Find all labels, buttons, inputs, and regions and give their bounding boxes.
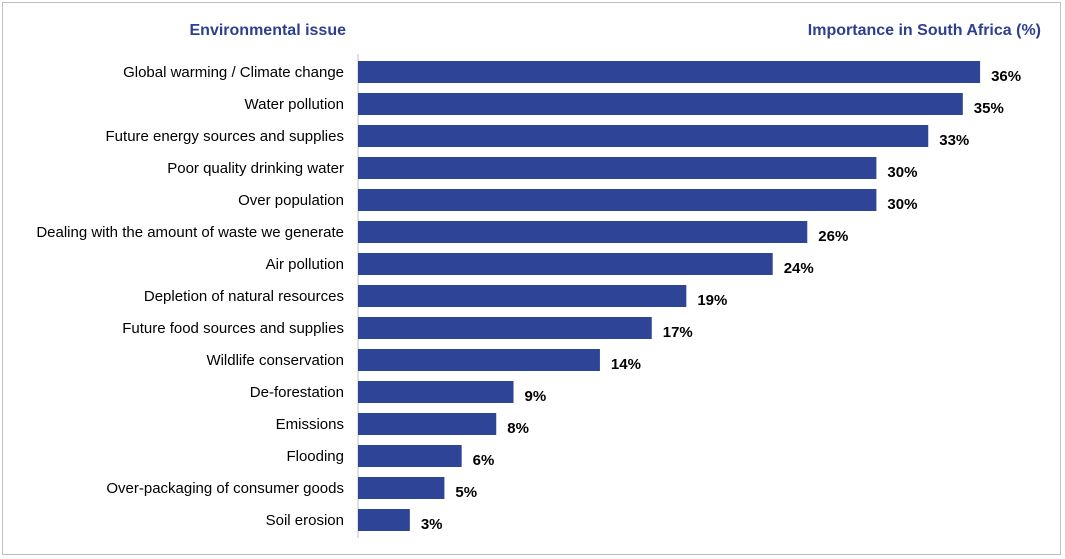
category-label: Dealing with the amount of waste we gene… [36, 224, 344, 241]
category-label: Emissions [276, 416, 344, 433]
bar [358, 253, 773, 275]
category-label: Wildlife conservation [206, 352, 344, 369]
value-label: 17% [663, 324, 693, 341]
bar [358, 285, 687, 307]
bar [358, 445, 462, 467]
category-label: Poor quality drinking water [167, 160, 344, 177]
category-label: Over-packaging of consumer goods [106, 480, 344, 497]
category-label: Over population [238, 192, 344, 209]
bar [358, 477, 445, 499]
category-label: Water pollution [245, 96, 345, 113]
category-label: Soil erosion [266, 512, 344, 529]
bars-group: Global warming / Climate change 36% Water … [36, 61, 1021, 533]
bar [358, 189, 877, 211]
value-label: 36% [991, 68, 1021, 85]
value-label: 26% [818, 228, 848, 245]
bar [358, 381, 514, 403]
value-label: 8% [507, 420, 529, 437]
value-label: 5% [455, 484, 477, 501]
category-label: Flooding [286, 448, 344, 465]
bar [358, 317, 652, 339]
value-label: 9% [525, 388, 547, 405]
category-label: De-forestation [250, 384, 344, 401]
category-label: Future food sources and supplies [122, 320, 344, 337]
bar [358, 509, 410, 531]
value-label: 35% [974, 100, 1004, 117]
value-label: 33% [939, 132, 969, 149]
category-label: Global warming / Climate change [123, 64, 344, 81]
value-label: 6% [473, 452, 495, 469]
bar [358, 413, 497, 435]
value-label: 19% [697, 292, 727, 309]
bar [358, 349, 600, 371]
bar [358, 93, 963, 115]
bar [358, 125, 929, 147]
value-column-header: Importance in South Africa (%) [807, 22, 1041, 39]
category-label: Depletion of natural resources [144, 288, 344, 305]
category-label: Air pollution [266, 256, 344, 273]
category-label: Future energy sources and supplies [106, 128, 344, 145]
value-label: 3% [421, 516, 443, 533]
bar [358, 221, 808, 243]
value-label: 24% [784, 260, 814, 277]
bar [358, 61, 981, 83]
category-column-header: Environmental issue [189, 22, 347, 39]
value-label: 30% [887, 164, 917, 181]
value-label: 30% [887, 196, 917, 213]
value-label: 14% [611, 356, 641, 373]
bar [358, 157, 877, 179]
